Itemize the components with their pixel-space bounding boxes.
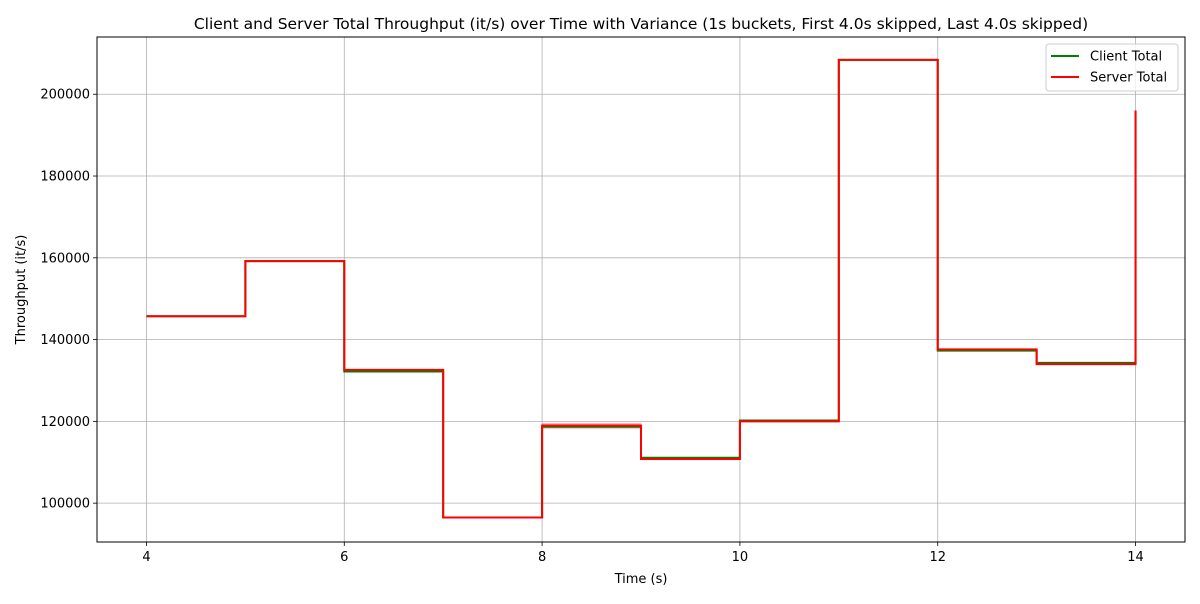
x-tick-label: 4 bbox=[142, 550, 150, 565]
x-tick-label: 6 bbox=[340, 550, 348, 565]
legend: Client Total Server Total bbox=[1045, 43, 1179, 92]
y-tick-label: 120000 bbox=[40, 415, 90, 430]
series-line-server-total bbox=[146, 58, 1137, 519]
x-tick-label: 8 bbox=[538, 550, 546, 565]
tick-layer: 4 6 8 10 12 14 100000 120000 140000 160000 180000 2… bbox=[40, 88, 1143, 565]
x-tick-label: 12 bbox=[929, 550, 946, 565]
legend-label-client-total: Client Total bbox=[1090, 50, 1162, 65]
chart-title: Client and Server Total Throughput (it/s… bbox=[194, 15, 1088, 33]
x-tick-label: 10 bbox=[732, 550, 749, 565]
y-tick-label: 180000 bbox=[40, 170, 90, 185]
x-axis-label: Time (s) bbox=[614, 572, 668, 587]
x-tick-label: 14 bbox=[1127, 550, 1144, 565]
y-tick-label: 140000 bbox=[40, 333, 90, 348]
legend-label-server-total: Server Total bbox=[1090, 71, 1167, 86]
y-tick-label: 100000 bbox=[40, 497, 90, 512]
y-tick-label: 160000 bbox=[40, 251, 90, 266]
y-axis-label: Throughput (it/s) bbox=[14, 235, 29, 346]
y-tick-label: 200000 bbox=[40, 88, 90, 103]
series-layer bbox=[146, 58, 1137, 519]
plot-frame bbox=[96, 36, 1186, 543]
